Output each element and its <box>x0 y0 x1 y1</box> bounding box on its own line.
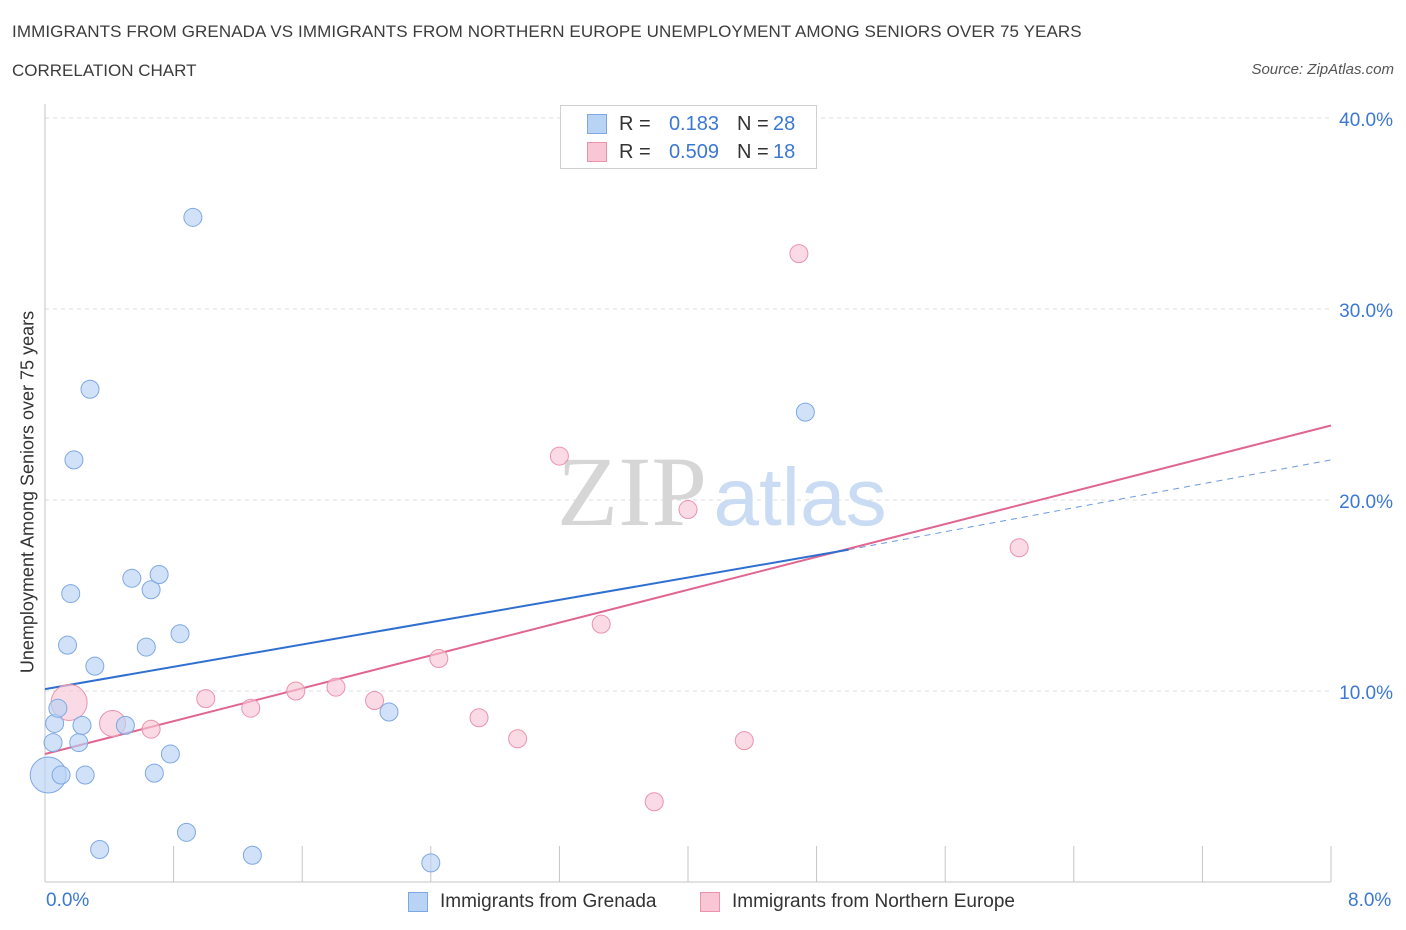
y-tick-labels: 10.0% 20.0% 30.0% 40.0% <box>1339 110 1393 704</box>
chart-title: IMMIGRANTS FROM GRENADA VS IMMIGRANTS FR… <box>12 22 1082 41</box>
y-axis-title: Unemployment Among Seniors over 75 years <box>17 310 38 674</box>
point-northern-europe <box>734 731 754 751</box>
point-grenada <box>242 845 262 865</box>
point-grenada <box>80 379 100 399</box>
point-grenada <box>75 765 95 785</box>
point-northern-europe <box>286 681 306 701</box>
source-label: Source: ZipAtlas.com <box>1251 61 1394 78</box>
point-grenada <box>64 450 84 470</box>
point-northern-europe <box>1009 538 1029 558</box>
legend-swatch-grenada <box>587 114 607 134</box>
legend-n-label: N = <box>737 140 769 163</box>
legend-n-value: 28 <box>773 112 796 135</box>
point-grenada <box>136 637 156 657</box>
point-grenada <box>160 744 180 764</box>
data-points <box>29 207 1029 873</box>
point-grenada <box>69 733 89 753</box>
legend-row-northern-europe: R = 0.509 N = 18 <box>587 140 795 164</box>
point-grenada <box>170 624 190 644</box>
watermark-zip: ZIP <box>557 436 707 547</box>
grid-lines <box>45 117 1331 692</box>
legend-n-value: 18 <box>773 140 796 163</box>
point-grenada <box>85 656 105 676</box>
point-northern-europe <box>365 691 385 711</box>
point-northern-europe <box>429 649 449 669</box>
point-grenada <box>176 822 196 842</box>
y-tick-label: 40.0% <box>1339 110 1393 131</box>
trendline-grenada-extension <box>848 459 1332 551</box>
point-northern-europe <box>549 446 569 466</box>
point-northern-europe <box>591 614 611 634</box>
legend-n-label: N = <box>737 112 769 135</box>
legend-r-value: 0.509 <box>668 140 719 163</box>
legend-r-label: R = <box>619 112 651 135</box>
axes <box>44 104 1332 883</box>
bottom-legend-northern-europe: Immigrants from Northern Europe <box>700 888 1015 916</box>
bottom-legend-label-grenada: Immigrants from Grenada <box>440 891 657 912</box>
y-tick-label: 20.0% <box>1339 492 1393 513</box>
chart-subtitle: CORRELATION CHART <box>12 61 197 80</box>
x-axis-min-label: 0.0% <box>46 890 90 911</box>
point-grenada <box>122 568 142 588</box>
point-grenada <box>61 584 81 604</box>
point-grenada <box>115 715 135 735</box>
legend-swatch-northern-europe <box>587 142 607 162</box>
correlation-legend: R = 0.183 N = 28 R = 0.509 N = 18 <box>560 105 817 169</box>
point-northern-europe <box>508 729 528 749</box>
point-northern-europe <box>789 244 809 264</box>
point-northern-europe <box>241 698 261 718</box>
legend-row-grenada: R = 0.183 N = 28 <box>587 112 795 136</box>
point-grenada <box>149 564 169 584</box>
legend-r-label: R = <box>619 140 651 163</box>
point-grenada <box>144 763 164 783</box>
legend-r-value: 0.183 <box>668 112 719 135</box>
point-northern-europe <box>469 708 489 728</box>
y-tick-label: 10.0% <box>1339 683 1393 704</box>
point-grenada <box>141 580 161 600</box>
point-northern-europe <box>326 677 346 697</box>
point-grenada <box>72 715 92 735</box>
point-grenada <box>183 207 203 227</box>
bottom-legend-swatch-grenada <box>408 892 428 912</box>
bottom-legend-grenada: Immigrants from Grenada <box>408 888 656 916</box>
point-grenada <box>51 765 71 785</box>
point-grenada <box>90 840 110 860</box>
point-grenada <box>58 635 78 655</box>
point-northern-europe <box>141 719 161 739</box>
trendline-grenada <box>44 548 849 691</box>
x-axis-max-label: 8.0% <box>1348 890 1392 911</box>
point-northern-europe <box>678 500 698 520</box>
point-grenada <box>795 402 815 422</box>
point-northern-europe <box>644 792 664 812</box>
trendline-northern-europe <box>44 424 1332 755</box>
point-grenada <box>379 702 399 722</box>
y-tick-label: 30.0% <box>1339 301 1393 322</box>
bottom-legend-label-northern-europe: Immigrants from Northern Europe <box>732 891 1015 912</box>
point-grenada <box>43 733 63 753</box>
watermark-atlas: atlas <box>713 452 886 543</box>
bottom-legend-swatch-northern-europe <box>700 892 720 912</box>
trend-lines <box>44 424 1332 755</box>
point-grenada <box>421 853 441 873</box>
point-grenada <box>48 698 68 718</box>
point-northern-europe <box>196 689 216 709</box>
